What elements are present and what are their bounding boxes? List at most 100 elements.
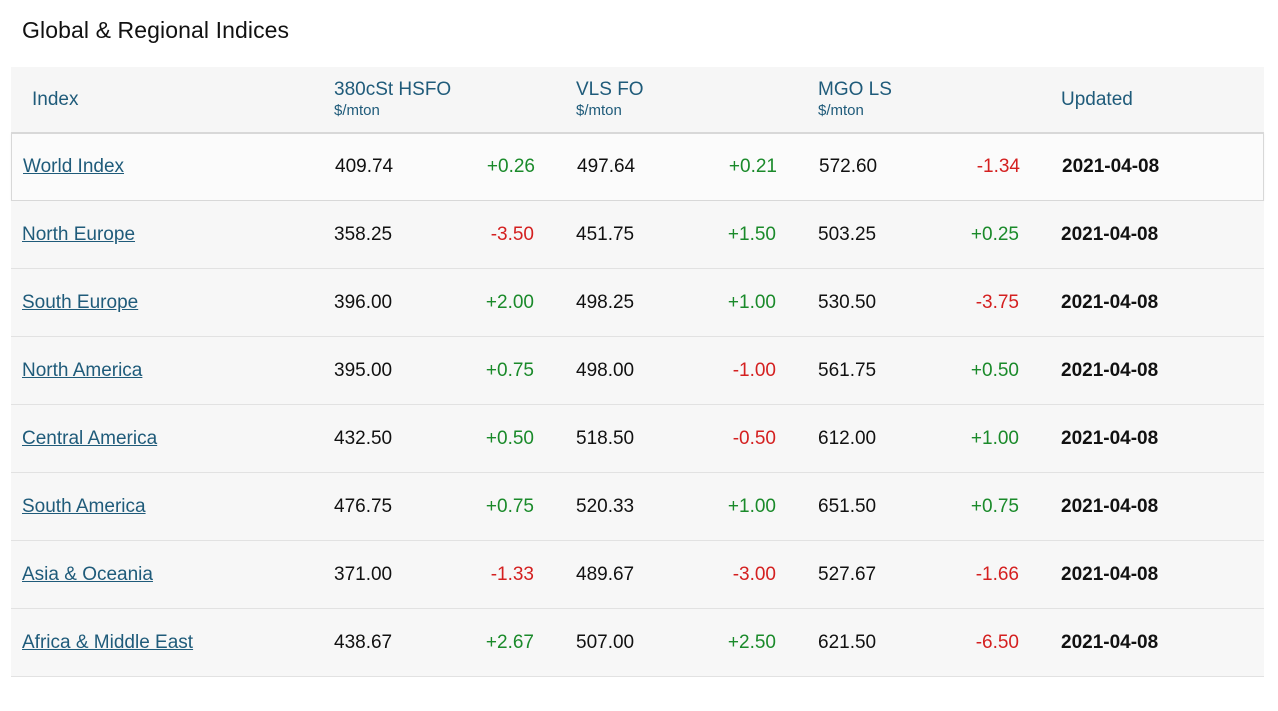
table-row: Africa & Middle East 438.67 +2.67 507.00 +2.… bbox=[11, 609, 1264, 677]
vlsfo-change: -1.00 bbox=[686, 337, 776, 404]
header-hsfo-label: 380cSt HSFO bbox=[334, 79, 452, 100]
header-index: Index bbox=[32, 89, 79, 110]
mgo-change-value: -1.66 bbox=[975, 563, 1019, 585]
mgo-price: 527.67 bbox=[818, 541, 928, 608]
vlsfo-change: +0.21 bbox=[687, 134, 777, 200]
hsfo-price-value: 438.67 bbox=[334, 631, 393, 653]
region-link[interactable]: North Europe bbox=[22, 223, 136, 245]
hsfo-change: +0.75 bbox=[444, 473, 534, 540]
vlsfo-change-value: -3.00 bbox=[732, 563, 776, 585]
hsfo-price-value: 432.50 bbox=[334, 427, 393, 449]
region-link[interactable]: North America bbox=[22, 359, 143, 381]
header-hsfo: 380cSt HSFO $/mton bbox=[334, 67, 451, 133]
region-name-cell: Africa & Middle East bbox=[22, 609, 322, 676]
hsfo-change: +2.00 bbox=[444, 269, 534, 336]
vlsfo-change-value: +1.00 bbox=[727, 495, 776, 517]
updated-date-value: 2021-04-08 bbox=[1061, 427, 1159, 449]
mgo-price-value: 612.00 bbox=[818, 427, 877, 449]
updated-date: 2021-04-08 bbox=[1061, 541, 1241, 608]
vlsfo-price-value: 498.00 bbox=[576, 359, 635, 381]
updated-date-value: 2021-04-08 bbox=[1062, 156, 1160, 177]
hsfo-change-value: +2.00 bbox=[485, 291, 534, 313]
updated-date: 2021-04-08 bbox=[1061, 609, 1241, 676]
vlsfo-change: +1.00 bbox=[686, 473, 776, 540]
hsfo-price: 358.25 bbox=[334, 201, 444, 268]
table-row: North America 395.00 +0.75 498.00 -1.00 561.7… bbox=[11, 337, 1264, 405]
mgo-change-value: -1.34 bbox=[976, 156, 1020, 177]
hsfo-change-value: -1.33 bbox=[490, 563, 534, 585]
region-name-cell: South Europe bbox=[22, 269, 322, 336]
mgo-price: 612.00 bbox=[818, 405, 928, 472]
mgo-price: 503.25 bbox=[818, 201, 928, 268]
region-name-cell: Central America bbox=[22, 405, 322, 472]
updated-date-value: 2021-04-08 bbox=[1061, 359, 1159, 381]
hsfo-price: 371.00 bbox=[334, 541, 444, 608]
mgo-change: +1.00 bbox=[928, 405, 1019, 472]
region-link[interactable]: World Index bbox=[23, 156, 125, 177]
hsfo-price-value: 396.00 bbox=[334, 291, 393, 313]
mgo-change-value: -3.75 bbox=[975, 291, 1019, 313]
vlsfo-change-value: +1.50 bbox=[727, 223, 776, 245]
hsfo-price-value: 409.74 bbox=[335, 156, 394, 177]
vlsfo-price: 518.50 bbox=[576, 405, 686, 472]
vlsfo-change-value: +1.00 bbox=[727, 291, 776, 313]
mgo-change: +0.75 bbox=[928, 473, 1019, 540]
region-link[interactable]: Asia & Oceania bbox=[22, 563, 153, 585]
header-hsfo-unit: $/mton bbox=[334, 102, 380, 119]
mgo-change: -1.34 bbox=[929, 134, 1020, 200]
hsfo-price: 432.50 bbox=[334, 405, 444, 472]
region-name-cell: North America bbox=[22, 337, 322, 404]
mgo-price-value: 503.25 bbox=[818, 223, 877, 245]
region-link[interactable]: Central America bbox=[22, 427, 158, 449]
updated-date-value: 2021-04-08 bbox=[1061, 495, 1159, 517]
hsfo-change: -1.33 bbox=[444, 541, 534, 608]
vlsfo-change: -3.00 bbox=[686, 541, 776, 608]
vlsfo-change-value: -0.50 bbox=[732, 427, 776, 449]
mgo-price-value: 530.50 bbox=[818, 291, 877, 313]
mgo-price: 530.50 bbox=[818, 269, 928, 336]
vlsfo-price: 451.75 bbox=[576, 201, 686, 268]
table-row: North Europe 358.25 -3.50 451.75 +1.50 503.25… bbox=[11, 201, 1264, 269]
region-link[interactable]: South America bbox=[22, 495, 146, 517]
updated-date-value: 2021-04-08 bbox=[1061, 563, 1159, 585]
region-link[interactable]: Africa & Middle East bbox=[22, 631, 194, 653]
hsfo-change-value: +0.75 bbox=[485, 495, 534, 517]
vlsfo-price-value: 518.50 bbox=[576, 427, 635, 449]
mgo-price-value: 572.60 bbox=[819, 156, 878, 177]
vlsfo-price: 497.64 bbox=[577, 134, 687, 200]
mgo-change: +0.25 bbox=[928, 201, 1019, 268]
mgo-change: -3.75 bbox=[928, 269, 1019, 336]
header-updated: Updated bbox=[1061, 89, 1133, 110]
vlsfo-price-value: 507.00 bbox=[576, 631, 635, 653]
vlsfo-change: +2.50 bbox=[686, 609, 776, 676]
table-row: South Europe 396.00 +2.00 498.25 +1.00 530.50… bbox=[11, 269, 1264, 337]
mgo-price-value: 527.67 bbox=[818, 563, 877, 585]
hsfo-price: 409.74 bbox=[335, 134, 445, 200]
hsfo-price: 396.00 bbox=[334, 269, 444, 336]
vlsfo-change-value: -1.00 bbox=[732, 359, 776, 381]
vlsfo-price: 507.00 bbox=[576, 609, 686, 676]
region-link[interactable]: South Europe bbox=[22, 291, 139, 313]
mgo-change: -1.66 bbox=[928, 541, 1019, 608]
updated-date: 2021-04-08 bbox=[1061, 201, 1241, 268]
hsfo-change-value: +0.26 bbox=[486, 156, 535, 177]
hsfo-price-value: 476.75 bbox=[334, 495, 393, 517]
mgo-price: 572.60 bbox=[819, 134, 929, 200]
hsfo-price: 395.00 bbox=[334, 337, 444, 404]
mgo-price-value: 561.75 bbox=[818, 359, 877, 381]
updated-date: 2021-04-08 bbox=[1061, 269, 1241, 336]
vlsfo-change: +1.50 bbox=[686, 201, 776, 268]
hsfo-change-value: +0.50 bbox=[485, 427, 534, 449]
header-vlsfo: VLS FO $/mton bbox=[576, 67, 644, 133]
vlsfo-price: 489.67 bbox=[576, 541, 686, 608]
region-name-cell: North Europe bbox=[22, 201, 322, 268]
updated-date: 2021-04-08 bbox=[1061, 337, 1241, 404]
updated-date-value: 2021-04-08 bbox=[1061, 223, 1159, 245]
vlsfo-price: 498.25 bbox=[576, 269, 686, 336]
vlsfo-change: -0.50 bbox=[686, 405, 776, 472]
region-name-cell: South America bbox=[22, 473, 322, 540]
header-vlsfo-unit: $/mton bbox=[576, 102, 622, 119]
updated-date-value: 2021-04-08 bbox=[1061, 631, 1159, 653]
hsfo-price-value: 395.00 bbox=[334, 359, 393, 381]
mgo-change-value: -6.50 bbox=[975, 631, 1019, 653]
